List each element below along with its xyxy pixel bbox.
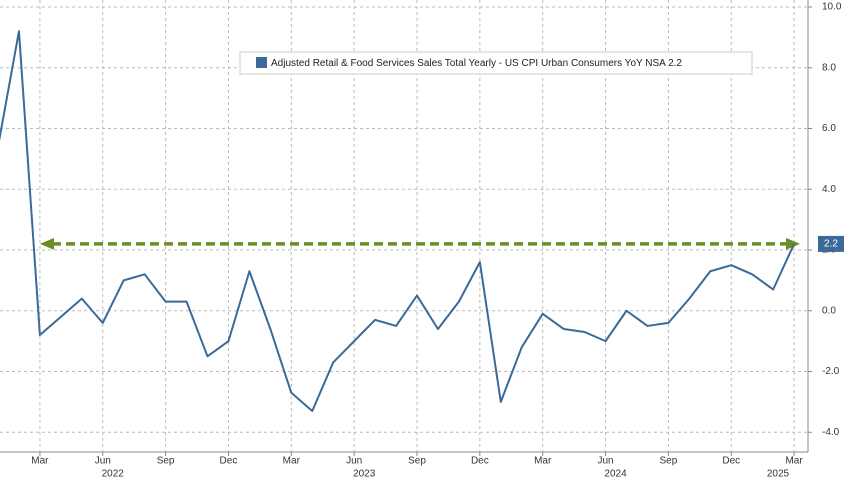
y-tick-label: 4.0 [822, 184, 836, 195]
x-tick-label: Mar [785, 456, 803, 467]
x-tick-label: Dec [220, 456, 238, 467]
x-tick-label: Dec [471, 456, 489, 467]
x-year-label: 2023 [353, 469, 376, 479]
y-tick-label: 10.0 [822, 2, 842, 13]
legend: Adjusted Retail & Food Services Sales To… [239, 51, 753, 75]
x-year-label: 2025 [767, 469, 790, 479]
x-tick-label: Jun [95, 456, 111, 467]
x-tick-label: Jun [597, 456, 613, 467]
value-label: 2.2 [824, 239, 838, 250]
y-tick-label: 8.0 [822, 62, 836, 73]
x-year-label: 2022 [102, 469, 125, 479]
x-tick-label: Sep [157, 456, 175, 467]
reference-arrow-head [40, 237, 54, 250]
x-tick-label: Mar [283, 456, 301, 467]
legend-name: Adjusted Retail & Food Services Sales To… [271, 58, 666, 69]
y-tick-label: 0.0 [822, 305, 836, 316]
value-badge [818, 235, 844, 252]
x-year-label: 2024 [604, 469, 627, 479]
y-tick-label: -2.0 [822, 366, 840, 377]
x-tick-label: Dec [722, 456, 740, 467]
x-tick-label: Mar [534, 456, 552, 467]
y-tick-label: -4.0 [822, 427, 840, 438]
legend-value: 2.2 [668, 58, 682, 69]
x-tick-label: Sep [660, 456, 678, 467]
x-tick-label: Mar [31, 456, 49, 467]
legend-box [239, 51, 753, 75]
legend-swatch [256, 57, 267, 68]
y-tick-label: 6.0 [822, 123, 836, 134]
x-tick-label: Jun [346, 456, 362, 467]
x-tick-label: Sep [408, 456, 426, 467]
series-line [0, 30, 796, 412]
legend-text: Adjusted Retail & Food Services Sales To… [271, 58, 682, 69]
